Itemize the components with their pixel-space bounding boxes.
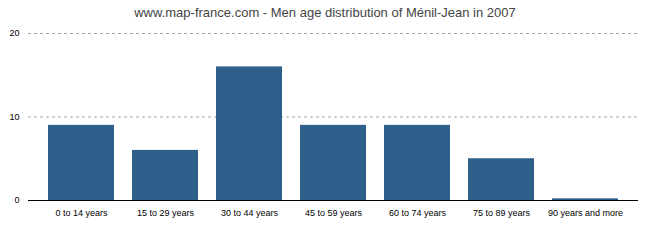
html-text:www.map-france.com - Men age d: www.map-france.com - Men age distributio… bbox=[134, 5, 516, 20]
svg-text:20: 20 bbox=[9, 28, 19, 38]
svg-text:30 to 44 years: 30 to 44 years bbox=[221, 208, 279, 218]
svg-text:75 to 89 years: 75 to 89 years bbox=[473, 208, 531, 218]
svg-text:15 to 29 years: 15 to 29 years bbox=[137, 208, 195, 218]
svg-text:10: 10 bbox=[9, 112, 19, 122]
svg-text:0: 0 bbox=[14, 195, 19, 205]
svg-text:0 to 14 years: 0 to 14 years bbox=[55, 208, 108, 218]
svg-text:90 years and more: 90 years and more bbox=[548, 208, 623, 218]
svg-text:45 to 59 years: 45 to 59 years bbox=[305, 208, 363, 218]
svg-text:60 to 74 years: 60 to 74 years bbox=[389, 208, 447, 218]
